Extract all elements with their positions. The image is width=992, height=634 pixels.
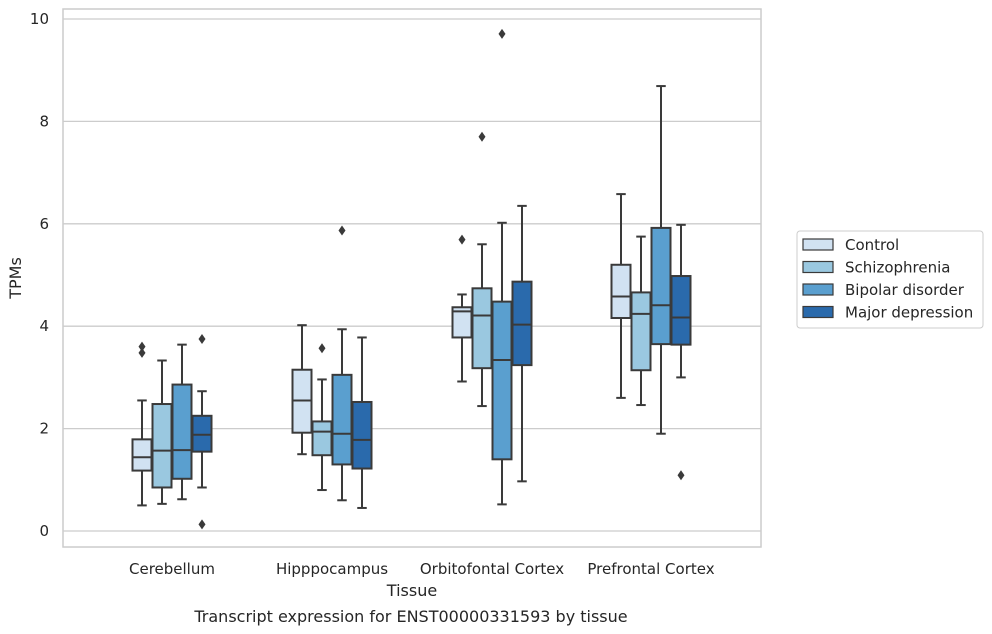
legend-swatch <box>802 283 834 296</box>
box-iqr <box>331 373 353 466</box>
box-group <box>291 324 313 456</box>
box-group <box>191 334 213 530</box>
box-group <box>630 235 652 407</box>
box-iqr <box>151 403 173 489</box>
box-group <box>610 193 632 399</box>
x-tick-label: Prefrontal Cortex <box>587 560 714 578</box>
box-iqr <box>191 414 213 453</box>
tick-labels: 0 2 4 6 8 10 Cerebellum Hipppocampus Orbitofonta… <box>30 10 715 578</box>
boxes <box>131 28 692 530</box>
legend-frame <box>796 230 984 329</box>
box-group <box>451 234 473 383</box>
y-tick-label: 10 <box>30 10 49 28</box>
y-tick-label: 6 <box>39 215 49 233</box>
box-iqr <box>491 300 513 461</box>
box-group <box>311 343 333 492</box>
box-iqr <box>171 383 193 480</box>
box-iqr <box>131 438 153 472</box>
x-axis-label: Tissue <box>386 581 437 600</box>
outlier-point <box>198 519 206 530</box>
box-group <box>131 341 153 507</box>
box-iqr <box>351 400 373 470</box>
box-group <box>151 359 173 505</box>
box-group <box>471 131 493 408</box>
x-tick-label: Orbitofontal Cortex <box>420 560 564 578</box>
y-tick-label: 4 <box>39 317 49 335</box>
outlier-point <box>498 28 506 39</box>
legend-entry-label: Major depression <box>845 304 973 322</box>
box-group <box>670 223 692 481</box>
legend-entry-label: Control <box>845 236 899 254</box>
box-group <box>511 204 533 483</box>
legend-swatch <box>802 260 834 274</box>
legend-swatch <box>802 238 834 251</box>
outlier-point <box>318 343 326 354</box>
y-axis-label: TPMs <box>6 257 25 300</box>
y-tick-label: 2 <box>39 420 49 438</box>
y-tick-label: 0 <box>39 522 49 540</box>
x-tick-label: Cerebellum <box>129 560 215 578</box>
legend: Control Schizophrenia Bipolar disorder Majo… <box>796 230 984 329</box>
box-iqr <box>610 263 632 320</box>
outlier-point <box>138 347 146 358</box>
outlier-point <box>458 234 466 245</box>
box-iqr <box>511 280 533 367</box>
figure-caption: Transcript expression for ENST0000033159… <box>193 607 627 626</box>
outlier-point <box>338 225 346 236</box>
outlier-point <box>677 470 685 481</box>
outlier-point <box>198 334 206 344</box>
legend-swatch <box>802 305 834 319</box>
outlier-point <box>478 131 486 142</box>
x-tick-label: Hipppocampus <box>276 560 388 578</box>
box-group <box>171 343 193 501</box>
box-group <box>491 28 513 506</box>
box-iqr <box>650 226 672 346</box>
y-tick-label: 8 <box>39 112 49 130</box>
box-iqr <box>670 275 692 346</box>
legend-entry-label: Bipolar disorder <box>845 281 965 299</box>
box-group <box>351 336 373 509</box>
box-group <box>650 85 672 435</box>
legend-entry-label: Schizophrenia <box>845 259 950 277</box>
box-iqr <box>630 291 652 372</box>
box-iqr <box>471 287 493 370</box>
outlier-point <box>138 341 146 352</box>
box-group <box>331 225 353 502</box>
plot-frame <box>62 8 762 548</box>
box-iqr <box>311 420 333 457</box>
